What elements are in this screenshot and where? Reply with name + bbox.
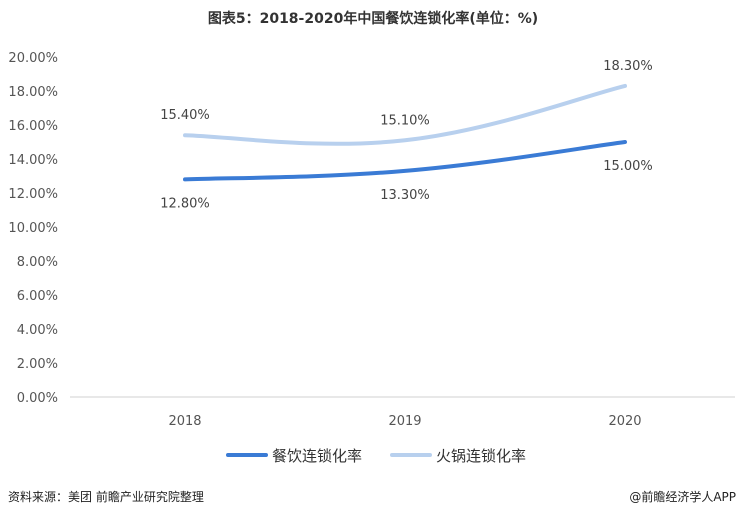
- data-label: 15.40%: [160, 108, 210, 123]
- y-tick-label: 4.00%: [17, 323, 58, 338]
- data-label: 12.80%: [160, 196, 210, 211]
- legend-label: 火锅连锁化率: [436, 447, 526, 465]
- legend: 餐饮连锁化率 火锅连锁化率: [226, 447, 526, 465]
- y-tick-label: 14.00%: [8, 153, 58, 168]
- chart-title: 图表5：2018-2020年中国餐饮连锁化率(单位：%): [207, 11, 539, 27]
- data-labels: 12.80% 13.30% 15.00% 15.40% 15.10% 18.30%: [160, 59, 653, 211]
- x-tick-label: 2018: [168, 414, 201, 429]
- y-tick-label: 18.00%: [8, 85, 58, 100]
- data-label: 18.30%: [603, 59, 653, 74]
- data-label: 15.10%: [380, 113, 430, 128]
- y-tick-label: 10.00%: [8, 221, 58, 236]
- line-chart: 0.00% 2.00% 4.00% 6.00% 8.00% 10.00% 12.00% 14.…: [8, 51, 735, 465]
- y-tick-label: 20.00%: [8, 51, 58, 66]
- y-axis: 0.00% 2.00% 4.00% 6.00% 8.00% 10.00% 12.00% 14.…: [8, 51, 58, 406]
- y-tick-label: 8.00%: [17, 255, 58, 270]
- y-tick-label: 2.00%: [17, 357, 58, 372]
- series-lines: [183, 83, 627, 182]
- data-label: 15.00%: [603, 159, 653, 174]
- data-label: 13.30%: [380, 188, 430, 203]
- y-tick-label: 12.00%: [8, 187, 58, 202]
- x-tick-label: 2020: [608, 414, 641, 429]
- legend-label: 餐饮连锁化率: [272, 447, 362, 465]
- y-tick-label: 6.00%: [17, 289, 58, 304]
- x-axis: 2018 2019 2020: [168, 414, 641, 429]
- y-tick-label: 0.00%: [17, 391, 58, 406]
- y-tick-label: 16.00%: [8, 119, 58, 134]
- series-line-1: [183, 83, 627, 146]
- x-tick-label: 2019: [388, 414, 421, 429]
- brand-note: @前瞻经济学人APP: [629, 490, 736, 504]
- source-note: 资料来源：美团 前瞻产业研究院整理: [8, 490, 204, 504]
- series-line-0: [183, 140, 627, 182]
